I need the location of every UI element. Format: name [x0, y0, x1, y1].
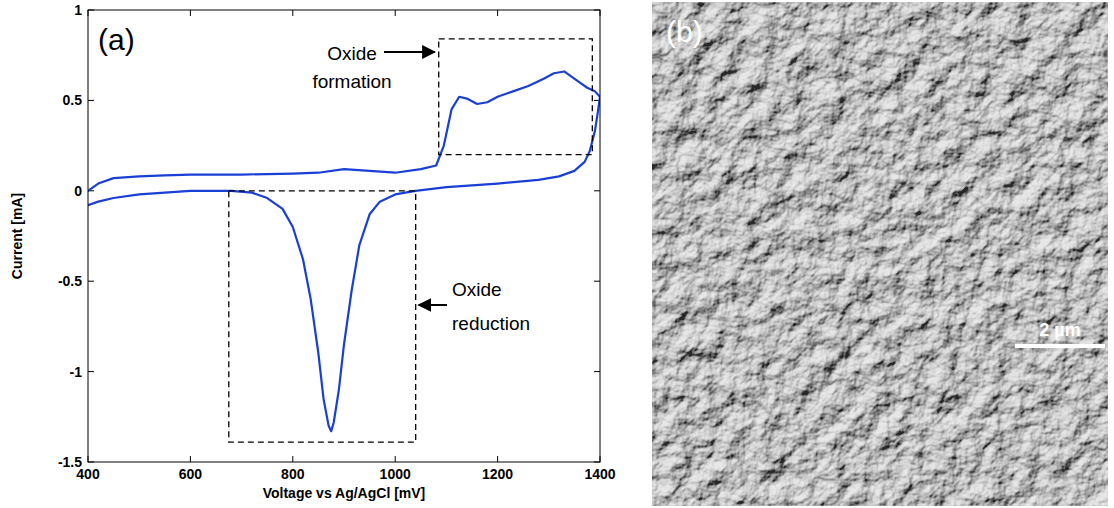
- y-tick: [88, 281, 94, 282]
- y-tick-label: -0.5: [58, 273, 82, 289]
- scale-bar: [1015, 344, 1105, 348]
- x-tick: [292, 456, 293, 462]
- x-tick: [497, 456, 498, 462]
- y-tick-label: 1: [74, 2, 82, 18]
- y-tick-label: 0.5: [63, 92, 83, 108]
- y-tick: [88, 100, 94, 101]
- x-tick-label: 1200: [482, 466, 513, 482]
- panel-label: (b): [666, 15, 703, 48]
- y-tick: [88, 371, 94, 372]
- x-tick: [497, 10, 498, 16]
- x-axis-title: Voltage vs Ag/AgCl [mV]: [263, 485, 426, 501]
- figure: 400600800100012001400-1.5-1-0.500.51Oxid…: [0, 0, 1114, 508]
- x-tick: [395, 456, 396, 462]
- annotation-label: Oxide reduction: [452, 279, 530, 334]
- plot-background: [88, 10, 600, 462]
- y-tick: [594, 281, 600, 282]
- panel-label: (a): [98, 23, 135, 56]
- x-tick-label: 1400: [584, 466, 615, 482]
- y-tick: [594, 190, 600, 191]
- sem-image: [652, 2, 1108, 506]
- sem-image-base: [652, 2, 1108, 506]
- y-tick: [594, 371, 600, 372]
- x-tick: [292, 10, 293, 16]
- x-tick: [190, 456, 191, 462]
- plot-frame: [88, 10, 600, 462]
- annotation-line: Oxide: [327, 43, 377, 64]
- x-tick-label: 600: [179, 466, 203, 482]
- plot-marks: [88, 71, 600, 431]
- annotation-line: formation: [312, 71, 391, 92]
- annotation-box: [439, 39, 593, 155]
- y-tick-label: 0: [74, 183, 82, 199]
- cv-curve: [88, 71, 600, 431]
- scale-bar-label: 2 µm: [1039, 320, 1080, 340]
- y-tick-label: -1: [70, 364, 83, 380]
- y-tick-label: -1.5: [58, 454, 82, 470]
- annotation-line: Oxide: [452, 279, 502, 300]
- annotation-label: Oxide formation: [312, 43, 391, 92]
- x-tick: [395, 10, 396, 16]
- annotation-arrow: [384, 51, 435, 53]
- y-axis-title: Current [mA]: [9, 193, 25, 279]
- annotation-box: [229, 191, 416, 442]
- annotation-line: reduction: [452, 313, 530, 334]
- x-tick: [190, 10, 191, 16]
- x-tick-label: 800: [281, 466, 305, 482]
- annotation-arrow: [419, 304, 447, 306]
- x-tick-label: 1000: [380, 466, 411, 482]
